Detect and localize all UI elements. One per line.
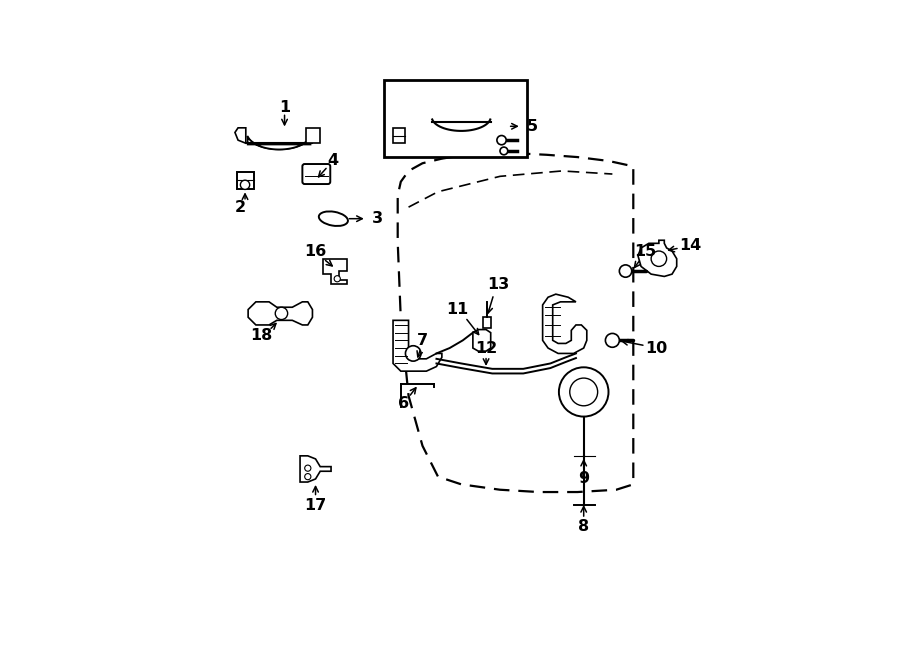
Text: 9: 9: [578, 471, 590, 486]
Polygon shape: [248, 137, 310, 149]
Polygon shape: [393, 321, 442, 371]
Polygon shape: [235, 128, 246, 143]
Polygon shape: [638, 240, 677, 276]
FancyBboxPatch shape: [237, 173, 254, 190]
Text: 18: 18: [250, 329, 273, 343]
FancyBboxPatch shape: [302, 164, 330, 184]
Circle shape: [305, 473, 310, 480]
Polygon shape: [543, 294, 587, 354]
Circle shape: [405, 346, 421, 361]
FancyBboxPatch shape: [306, 128, 320, 143]
Text: 13: 13: [487, 277, 509, 292]
Circle shape: [334, 276, 340, 282]
Text: 12: 12: [475, 340, 497, 356]
Ellipse shape: [319, 212, 348, 226]
Text: 8: 8: [578, 519, 590, 534]
Polygon shape: [323, 258, 346, 284]
Circle shape: [651, 251, 667, 266]
Circle shape: [497, 136, 506, 145]
Polygon shape: [248, 302, 312, 325]
Text: 4: 4: [328, 153, 339, 169]
Bar: [383, 80, 527, 157]
Circle shape: [275, 307, 288, 319]
Circle shape: [240, 180, 249, 190]
Polygon shape: [403, 354, 422, 369]
Circle shape: [570, 378, 598, 406]
Text: 1: 1: [279, 100, 290, 114]
Circle shape: [500, 147, 508, 155]
Text: 5: 5: [527, 119, 538, 134]
Polygon shape: [472, 330, 490, 351]
Text: 15: 15: [634, 243, 657, 258]
Text: 3: 3: [372, 212, 383, 226]
Polygon shape: [432, 120, 491, 131]
Text: 17: 17: [304, 498, 327, 513]
FancyBboxPatch shape: [393, 128, 406, 143]
Text: 6: 6: [398, 396, 409, 411]
Text: 7: 7: [417, 333, 428, 348]
Text: 2: 2: [235, 200, 246, 215]
Circle shape: [559, 368, 608, 416]
Text: 14: 14: [679, 238, 701, 253]
Circle shape: [305, 465, 310, 471]
Text: 16: 16: [304, 243, 327, 258]
Text: 10: 10: [645, 340, 668, 356]
Circle shape: [606, 333, 619, 347]
Text: 11: 11: [446, 302, 469, 317]
Polygon shape: [483, 317, 490, 328]
Polygon shape: [300, 456, 331, 482]
Circle shape: [619, 265, 632, 277]
